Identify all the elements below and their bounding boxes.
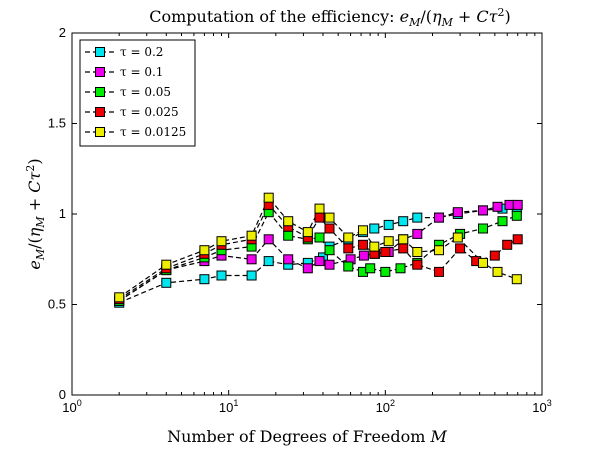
data-point-series-0	[383, 219, 394, 230]
data-point-series-1	[492, 201, 503, 212]
data-point-series-4	[246, 230, 257, 241]
series-line-3	[118, 203, 518, 300]
legend-marker	[95, 127, 105, 137]
data-point-series-3	[455, 243, 466, 254]
data-point-series-4	[343, 232, 354, 243]
data-point-series-1	[302, 263, 313, 274]
data-point-series-4	[434, 245, 444, 256]
y-tick-label: 2	[59, 25, 66, 40]
data-point-series-2	[324, 245, 335, 256]
x-tick-label: 100	[62, 398, 81, 415]
data-point-series-1	[478, 205, 488, 216]
y-tick-label: 0	[59, 387, 66, 402]
data-point-series-4	[114, 292, 125, 303]
data-point-series-1	[452, 207, 463, 218]
legend-marker	[95, 87, 105, 97]
data-point-series-2	[343, 261, 354, 272]
data-point-series-1	[324, 259, 335, 270]
data-point-series-4	[263, 192, 274, 203]
data-point-series-0	[161, 277, 172, 288]
data-point-series-1	[512, 199, 523, 210]
data-point-series-1	[314, 256, 325, 267]
data-point-series-2	[395, 263, 406, 274]
data-point-series-3	[314, 212, 325, 223]
chart-title-text: Computation of the efficiency:	[149, 7, 399, 26]
data-point-series-3	[502, 239, 513, 250]
data-point-series-4	[314, 203, 325, 214]
axis-ticks	[71, 32, 543, 396]
data-point-series-3	[398, 243, 409, 254]
data-point-series-1	[246, 254, 257, 265]
x-tick-labels: 100 101 102 103	[62, 398, 551, 415]
data-point-series-3	[358, 239, 368, 250]
data-point-series-3	[434, 266, 444, 277]
data-point-series-3	[512, 234, 523, 245]
legend-label: τ = 0.2	[120, 45, 163, 59]
data-point-series-3	[324, 223, 335, 234]
data-point-series-2	[478, 223, 488, 234]
data-point-series-1	[283, 254, 294, 265]
data-point-series-1	[504, 199, 515, 210]
data-point-series-0	[246, 270, 257, 281]
x-tick-label: 102	[376, 398, 395, 415]
data-point-series-4	[398, 234, 409, 245]
data-point-series-1	[412, 228, 423, 239]
data-point-series-4	[161, 259, 172, 270]
data-point-series-1	[263, 234, 274, 245]
data-point-series-4	[412, 247, 423, 257]
legend-marker	[95, 107, 105, 117]
data-point-series-2	[497, 216, 508, 227]
data-point-series-4	[199, 245, 210, 256]
data-point-series-4	[383, 236, 394, 247]
data-point-series-0	[263, 256, 274, 267]
data-point-series-3	[380, 247, 391, 257]
data-point-series-1	[434, 212, 444, 223]
data-point-series-3	[489, 250, 500, 261]
data-point-series-4	[302, 227, 313, 238]
y-tick-label: 1	[59, 206, 66, 221]
data-point-series-4	[358, 225, 368, 236]
y-axis-label: eM/(ηM + Cτ2)	[24, 158, 47, 269]
data-point-series-1	[358, 250, 369, 261]
x-axis-label: Number of Degrees of Freedom M	[167, 427, 447, 446]
y-tick-label: 1.5	[48, 116, 66, 131]
data-point-series-0	[369, 223, 380, 234]
data-point-series-4	[324, 212, 335, 223]
x-tick-label: 101	[219, 398, 238, 415]
data-point-series-4	[452, 232, 463, 243]
data-point-series-4	[511, 274, 522, 285]
data-point-series-2	[314, 232, 325, 243]
y-tick-labels: 0 0.5 1 1.5 2	[48, 25, 66, 402]
legend-label: τ = 0.025	[120, 105, 179, 119]
data-point-series-2	[380, 266, 391, 277]
series-line-0	[118, 208, 517, 304]
legend-label: τ = 0.1	[120, 65, 163, 79]
legend: τ = 0.2 τ = 0.1 τ = 0.05 τ = 0.025 τ = 0.012…	[79, 39, 196, 147]
series-markers	[114, 192, 523, 308]
x-tick-label: 103	[532, 398, 551, 415]
data-point-series-2	[365, 263, 376, 274]
data-point-series-3	[343, 243, 354, 254]
data-point-series-4	[492, 266, 503, 277]
data-point-series-2	[511, 210, 522, 221]
series-line-1	[118, 204, 518, 302]
data-point-series-3	[412, 259, 423, 270]
data-point-series-0	[216, 270, 227, 281]
data-point-series-2	[283, 230, 294, 241]
data-point-series-4	[283, 216, 294, 227]
data-point-series-0	[199, 274, 210, 285]
data-point-series-0	[412, 212, 423, 223]
legend-label: τ = 0.05	[120, 85, 171, 99]
data-point-series-4	[216, 236, 227, 247]
legend-marker	[95, 47, 105, 57]
y-tick-label: 0.5	[48, 297, 66, 312]
chart-title: Computation of the efficiency: eM/(ηM + …	[149, 6, 511, 29]
legend-label: τ = 0.0125	[120, 125, 186, 139]
data-point-series-4	[369, 241, 380, 252]
data-point-series-0	[398, 216, 409, 227]
data-point-series-4	[478, 257, 488, 268]
legend-marker	[95, 67, 105, 77]
